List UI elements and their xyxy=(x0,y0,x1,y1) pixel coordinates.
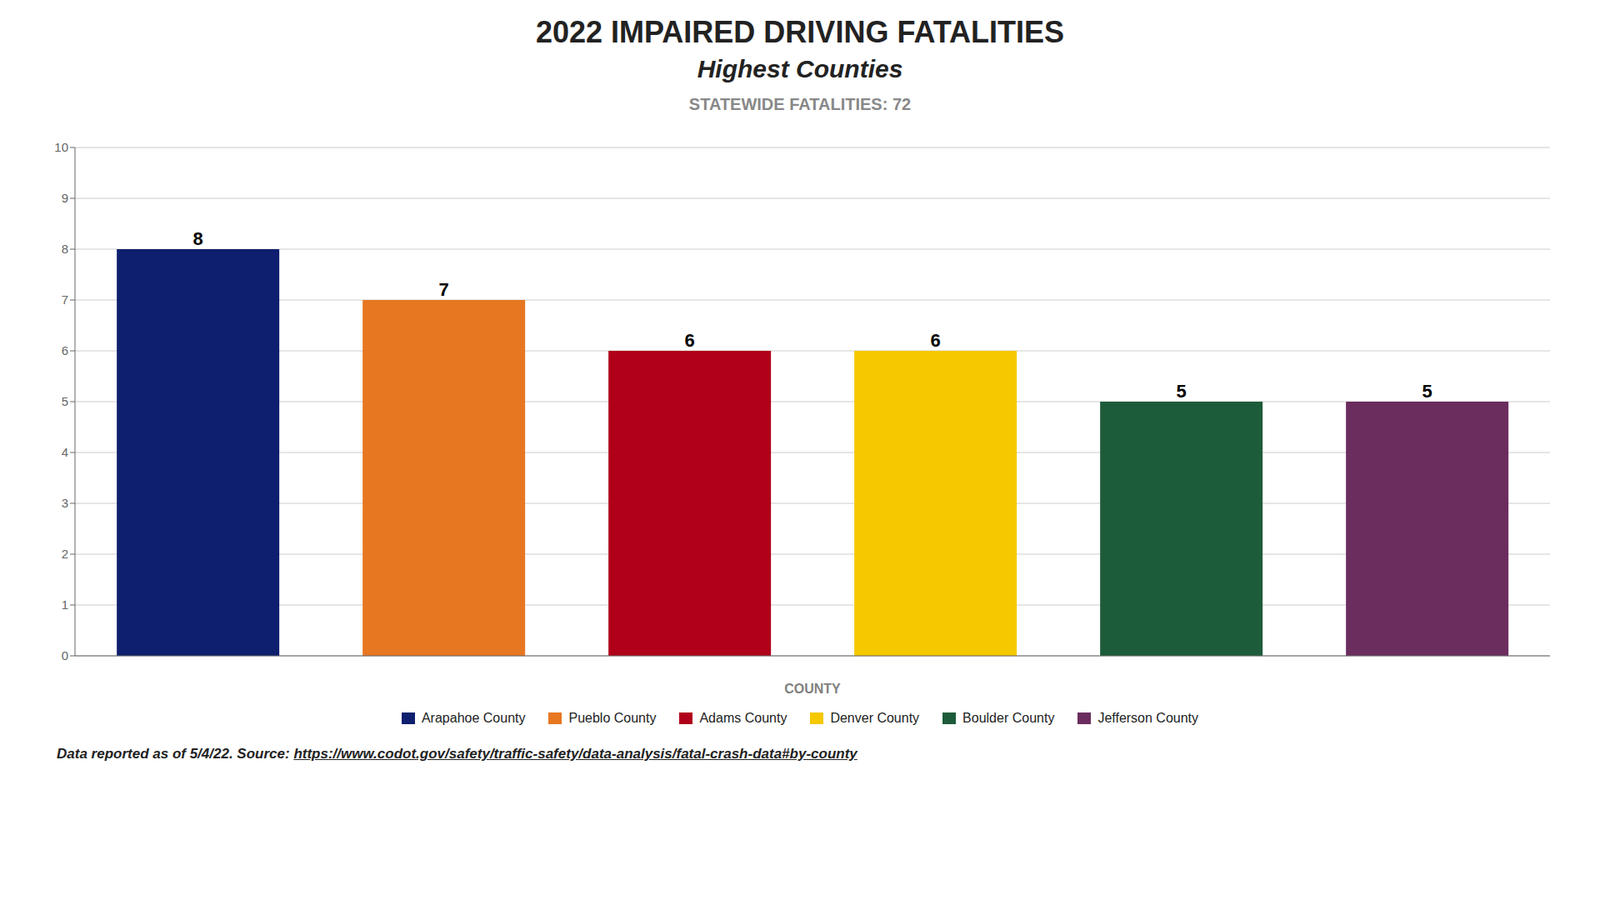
html-text:2022 IMPAIRED DRIVING FATALITI: 2022 IMPAIRED DRIVING FATALITIES xyxy=(535,15,1065,50)
svg-text:0: 0 xyxy=(61,648,69,663)
html-text:STATEWIDE FATALITIES: 72: STATEWIDE FATALITIES: 72 xyxy=(689,95,911,114)
svg-text:COUNTY: COUNTY xyxy=(784,681,841,696)
html-text:Denver County: Denver County xyxy=(830,710,920,725)
svg-text:3: 3 xyxy=(61,495,69,510)
svg-text:4: 4 xyxy=(61,445,69,460)
svg-text:10: 10 xyxy=(54,140,69,155)
svg-text:7: 7 xyxy=(61,292,69,307)
html-text:Arapahoe County: Arapahoe County xyxy=(421,710,526,725)
html-text:Jefferson County: Jefferson County xyxy=(1097,710,1199,725)
svg-text:6: 6 xyxy=(61,343,69,358)
html-text:Boulder County: Boulder County xyxy=(962,710,1055,725)
html-text:Highest Counties: Highest Counties xyxy=(697,55,903,83)
svg-text:5: 5 xyxy=(1176,380,1187,402)
svg-text:6: 6 xyxy=(685,330,695,351)
svg-text:5: 5 xyxy=(61,394,69,409)
html-text:Adams County: Adams County xyxy=(699,710,787,725)
svg-text:5: 5 xyxy=(1422,380,1433,402)
svg-text:7: 7 xyxy=(439,279,450,300)
svg-text:6: 6 xyxy=(930,330,941,351)
html-text:Data reported as of 5/4/22. So: Data reported as of 5/4/22. Source: http… xyxy=(56,745,858,762)
svg-text:8: 8 xyxy=(61,241,69,256)
svg-text:9: 9 xyxy=(61,190,69,205)
svg-text:2: 2 xyxy=(61,546,69,561)
svg-text:1: 1 xyxy=(61,597,69,612)
html-text:Pueblo County: Pueblo County xyxy=(568,710,657,725)
svg-text:8: 8 xyxy=(193,228,204,250)
